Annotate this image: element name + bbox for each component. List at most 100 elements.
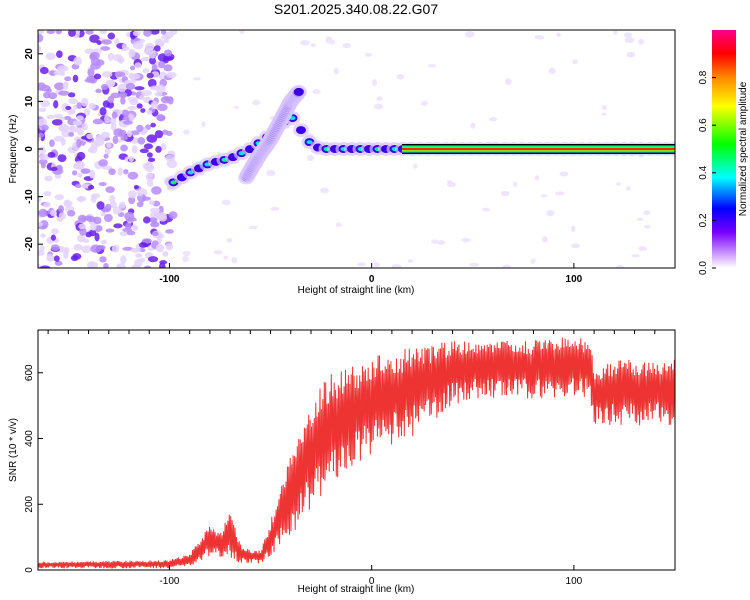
- noise-blob: [80, 168, 91, 174]
- noise-blob: [100, 46, 111, 51]
- noise-blob: [154, 130, 164, 139]
- noise-blob: [92, 118, 104, 125]
- noise-blob: [160, 35, 172, 40]
- faint-noise-blob: [638, 38, 645, 45]
- noise-blob: [77, 172, 83, 178]
- noise-blob: [155, 244, 165, 253]
- faint-noise-blob: [548, 67, 556, 75]
- noise-blob: [158, 60, 166, 69]
- noise-blob: [105, 186, 115, 193]
- noise-blob: [120, 134, 128, 141]
- faint-noise-blob: [265, 169, 276, 177]
- noise-blob: [127, 171, 139, 180]
- noise-blob: [104, 114, 111, 124]
- noise-blob: [125, 82, 136, 90]
- noise-blob: [106, 141, 112, 149]
- noise-blob: [84, 48, 94, 54]
- colorbar: 0.0 0.2 0.4 0.6 0.8 Normalized spectral ampl…: [698, 30, 749, 275]
- x-tick-label: 0: [369, 576, 375, 587]
- noise-blob: [94, 232, 100, 242]
- noise-blob: [160, 30, 167, 35]
- noise-blob: [49, 139, 55, 148]
- noise-blob: [118, 55, 124, 64]
- noise-blob: [151, 186, 162, 195]
- faint-noise-blob: [624, 36, 635, 44]
- faint-noise-blob: [221, 199, 231, 206]
- noise-blob: [168, 211, 178, 220]
- faint-noise-blob: [461, 238, 471, 243]
- noise-blob: [159, 262, 166, 268]
- noise-blob: [64, 246, 70, 254]
- trace-peak: [306, 140, 313, 145]
- faint-noise-blob: [373, 103, 384, 110]
- noise-blob: [78, 223, 86, 230]
- spectrogram-y-ticks: -20 -10 0 10 20: [24, 48, 43, 252]
- noise-blob: [139, 148, 149, 154]
- noise-blob: [105, 228, 115, 233]
- noise-blob: [48, 92, 58, 100]
- noise-blob: [150, 100, 159, 110]
- noise-blob: [63, 115, 72, 121]
- noise-blob: [74, 160, 85, 170]
- y-tick-label: -20: [24, 237, 35, 252]
- noise-blob: [40, 233, 46, 238]
- noise-blob: [38, 222, 44, 227]
- noise-blob: [165, 242, 174, 251]
- noise-blob: [38, 33, 44, 43]
- noise-blob: [120, 255, 127, 265]
- colorbar-gradient: [712, 30, 736, 268]
- noise-blob: [147, 157, 156, 163]
- noise-blob: [126, 130, 133, 138]
- noise-blob: [143, 265, 152, 268]
- noise-blob: [101, 71, 113, 78]
- noise-blob: [109, 194, 116, 204]
- y-tick-label: 400: [24, 430, 35, 447]
- faint-noise-blob: [436, 240, 446, 245]
- noise-blob: [38, 132, 44, 138]
- noise-blob: [149, 51, 157, 59]
- x-tick-label: 100: [566, 576, 583, 587]
- noise-blob: [143, 30, 152, 37]
- faint-noise-blob: [601, 112, 607, 116]
- noise-blob: [134, 62, 142, 69]
- snr-series: [38, 337, 675, 569]
- faint-noise-blob: [638, 246, 647, 252]
- noise-blob: [150, 221, 160, 228]
- noise-blob: [41, 124, 49, 131]
- faint-noise-blob: [446, 180, 453, 184]
- noise-blob: [166, 159, 178, 169]
- noise-blob: [116, 263, 126, 268]
- faint-noise-blob: [470, 122, 476, 129]
- noise-blob: [135, 253, 143, 258]
- noise-blob: [68, 30, 76, 37]
- faint-noise-blob: [396, 73, 405, 80]
- noise-blob: [122, 246, 133, 251]
- faint-noise-blob: [252, 99, 261, 106]
- noise-blob: [104, 213, 113, 223]
- noise-blob: [119, 231, 128, 237]
- noise-blob: [147, 256, 159, 263]
- noise-blob: [71, 170, 78, 176]
- colorbar-tick-label: 0.0: [698, 261, 709, 275]
- faint-noise-blob: [489, 116, 497, 122]
- noise-blob: [38, 146, 46, 155]
- faint-noise-blob: [540, 194, 548, 198]
- faint-noise-blob: [300, 40, 310, 46]
- noise-blob: [151, 64, 158, 71]
- noise-blob: [138, 242, 148, 248]
- noise-blob: [149, 85, 160, 91]
- noise-blob: [96, 40, 102, 45]
- faint-noise-blob: [223, 255, 229, 260]
- noise-blob: [130, 247, 142, 253]
- noise-blob: [46, 253, 53, 261]
- noise-blob: [108, 80, 115, 87]
- faint-noise-blob: [325, 36, 333, 44]
- faint-noise-blob: [626, 186, 631, 191]
- noise-blob: [59, 124, 70, 133]
- noise-blob: [147, 78, 157, 88]
- faint-noise-blob: [333, 67, 339, 75]
- noise-blob: [38, 250, 45, 256]
- noise-blob: [109, 117, 117, 124]
- noise-blob: [68, 131, 75, 137]
